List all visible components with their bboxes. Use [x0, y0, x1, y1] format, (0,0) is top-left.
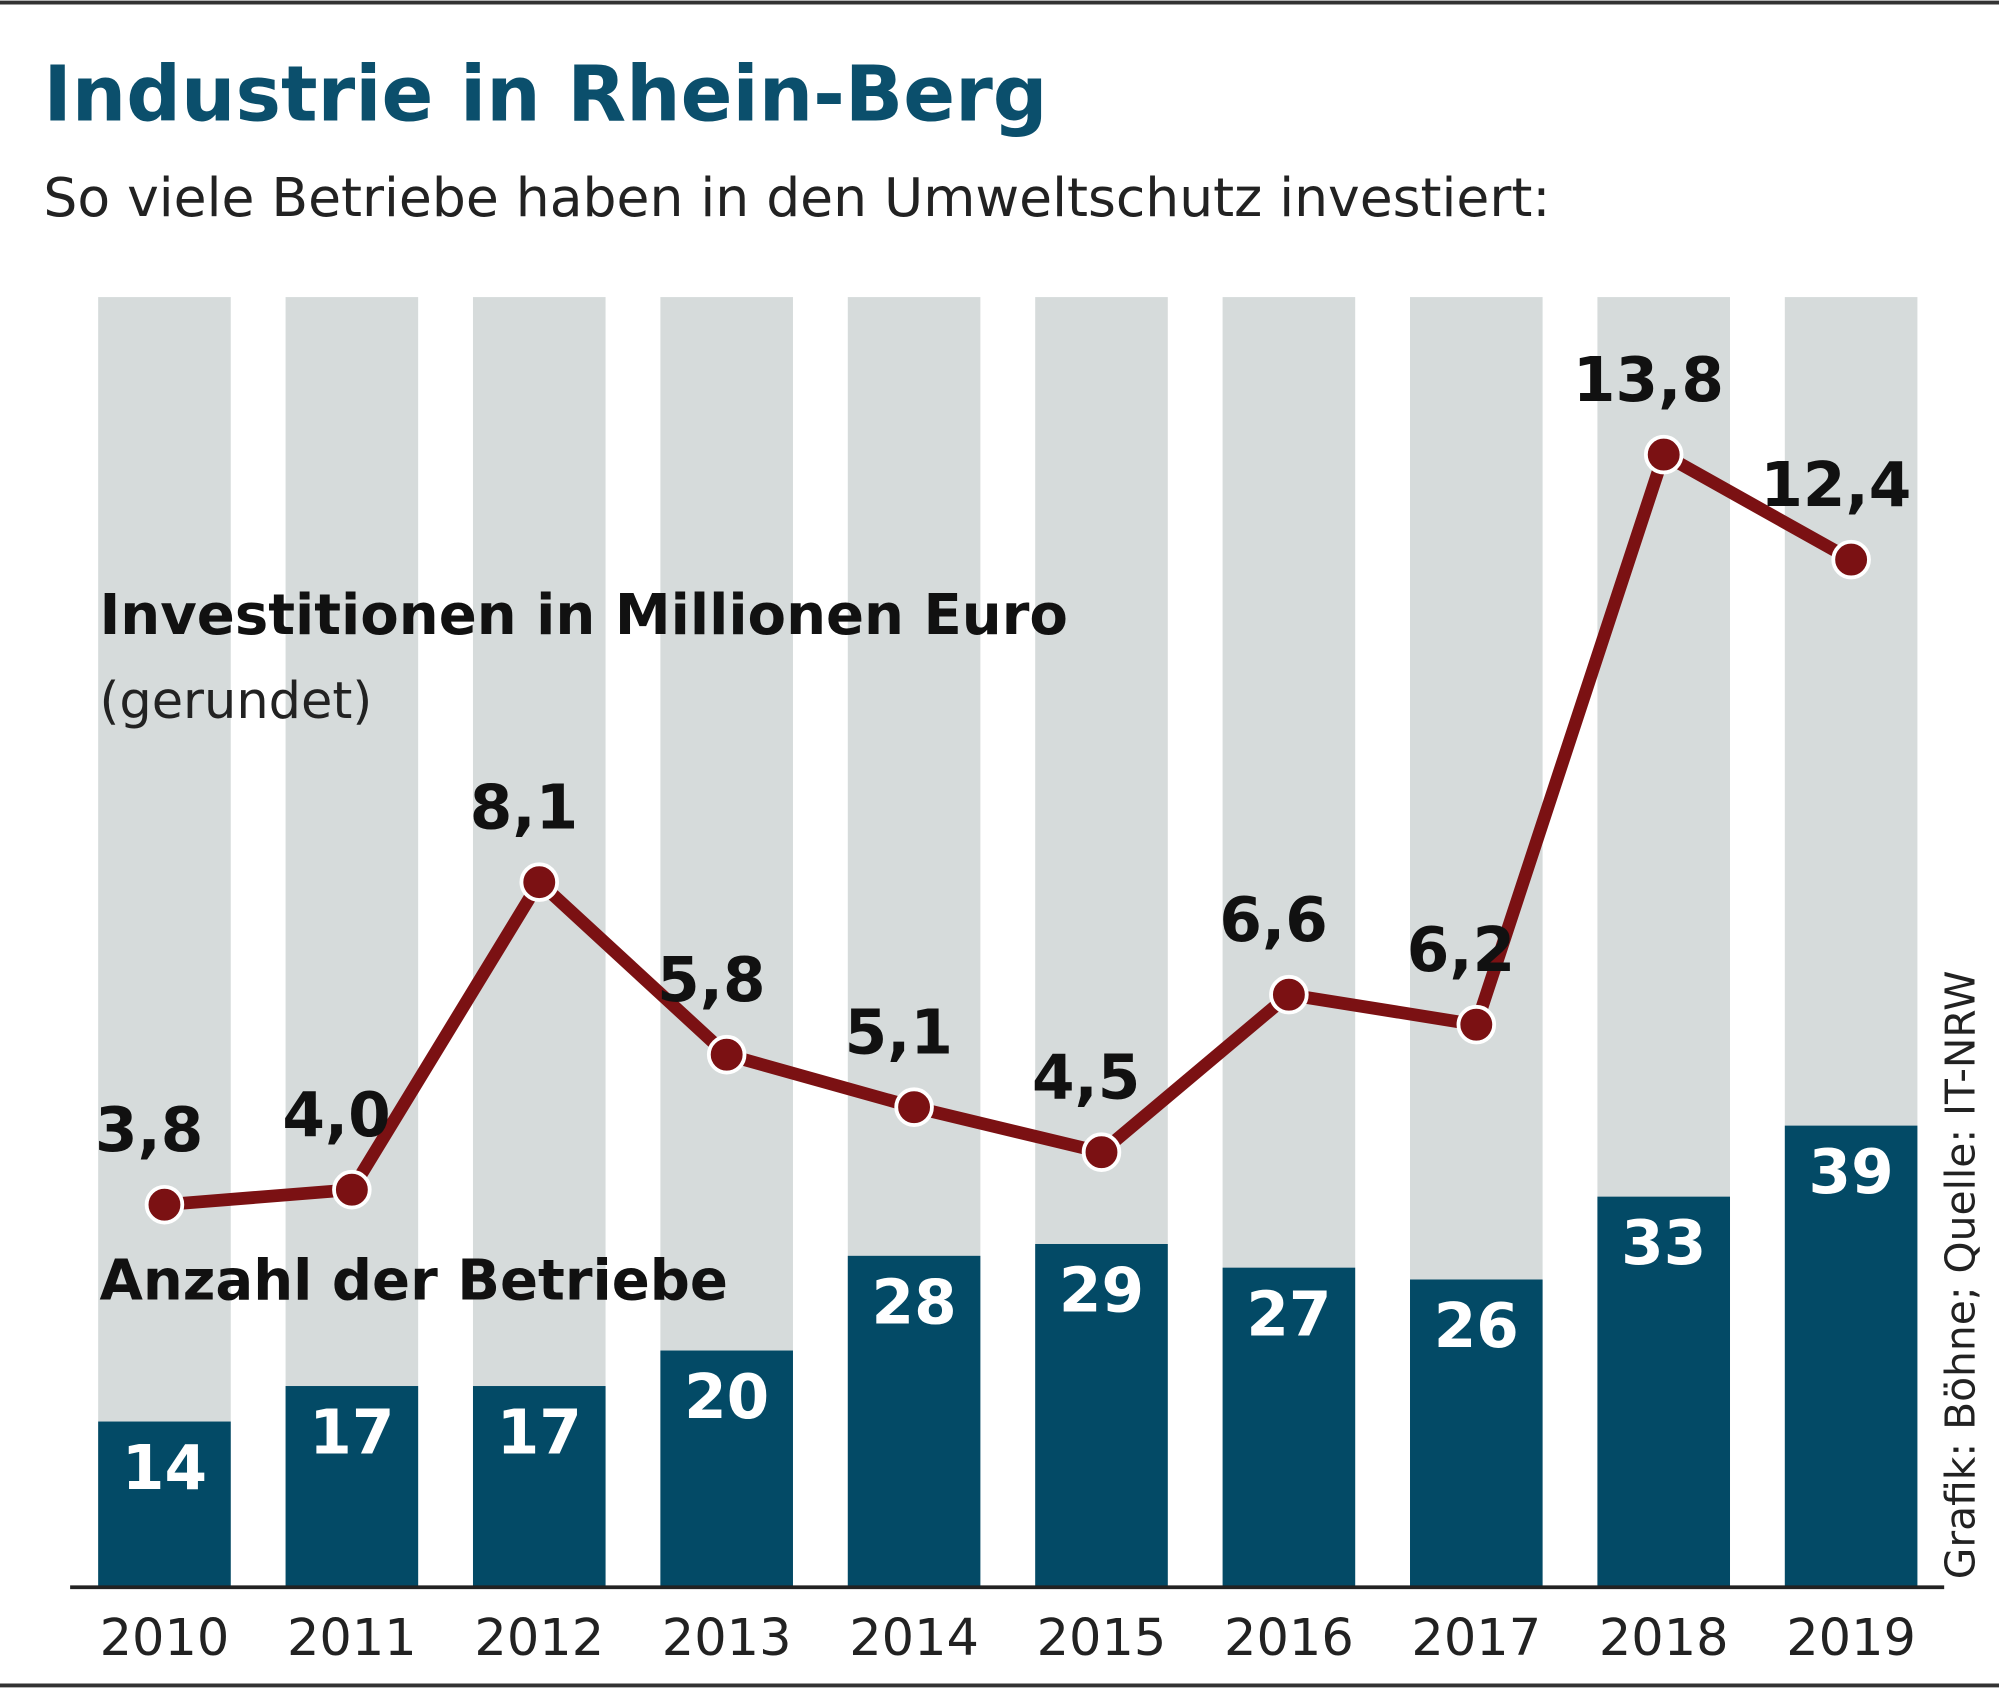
plot: 14 17 17 20 28 29 27 26 33 39 3,8 4,0 8,1 5,8 5,1 4,5 6,… — [95, 297, 1918, 1588]
bar-value-label: 17 — [497, 1398, 582, 1469]
bar — [660, 1350, 793, 1588]
line-value-label: 4,5 — [1032, 1043, 1140, 1114]
bar — [1410, 1279, 1543, 1588]
bar-value-label: 39 — [1809, 1137, 1894, 1208]
line-marker — [1831, 539, 1871, 580]
series-note: (gerundet) — [99, 672, 372, 731]
bar — [98, 1421, 231, 1588]
line-marker — [332, 1169, 372, 1210]
line-value-label: 8,1 — [470, 773, 578, 844]
series-label: Anzahl der Betriebe — [99, 1248, 727, 1313]
bar — [1597, 1196, 1731, 1588]
source-note: Grafik: Böhne; Quelle: IT-NRW — [1936, 971, 1984, 1580]
bar-value-label: 26 — [1434, 1291, 1519, 1362]
x-tick-label: 2018 — [1599, 1609, 1729, 1668]
bar-value-label: 14 — [122, 1433, 207, 1504]
series-label: Investitionen in Millionen Euro — [99, 583, 1067, 648]
x-tick-label: 2012 — [474, 1609, 604, 1668]
bar — [1035, 1243, 1168, 1588]
x-tick-label: 2016 — [1224, 1609, 1354, 1668]
x-tick-label: 2019 — [1786, 1609, 1916, 1668]
bar-value-label: 29 — [1059, 1256, 1144, 1327]
bar — [285, 1386, 419, 1588]
line-marker — [1269, 974, 1309, 1015]
x-tick-label: 2010 — [100, 1609, 230, 1668]
x-tick-label: 2013 — [662, 1609, 792, 1668]
bar-value-label: 17 — [309, 1398, 394, 1469]
line-value-label: 5,8 — [657, 945, 765, 1016]
line-value-label: 3,8 — [95, 1095, 203, 1166]
bar-value-label: 20 — [684, 1362, 769, 1433]
line-marker — [519, 862, 560, 902]
line-value-label: 6,2 — [1407, 915, 1515, 986]
line-marker — [706, 1034, 747, 1075]
chart-subtitle: So viele Betriebe haben in den Umweltsch… — [43, 166, 1550, 229]
line-value-label: 5,1 — [845, 998, 953, 1069]
line-marker — [1081, 1132, 1122, 1172]
line-value-label: 4,0 — [282, 1080, 390, 1151]
x-tick-label: 2017 — [1411, 1609, 1541, 1668]
bar — [847, 1255, 981, 1588]
x-tick-label: 2015 — [1037, 1609, 1167, 1668]
line-marker — [1456, 1004, 1497, 1045]
line-value-label: 6,6 — [1219, 885, 1327, 956]
line — [163, 448, 1855, 1212]
bar-background — [285, 297, 419, 1588]
bar-background — [98, 297, 231, 1588]
x-tick-label: 2014 — [849, 1609, 979, 1668]
line-value-label: 12,4 — [1760, 450, 1911, 521]
x-tick-label: 2011 — [287, 1609, 417, 1668]
line-value-label: 13,8 — [1573, 345, 1724, 416]
bar-value-label: 27 — [1246, 1279, 1331, 1350]
chart-title: Industrie in Rhein-Berg — [43, 50, 1047, 139]
bar — [1222, 1267, 1356, 1588]
bar-value-label: 33 — [1621, 1208, 1706, 1279]
line-marker — [144, 1184, 185, 1225]
bar — [1784, 1125, 1918, 1588]
line-marker — [894, 1087, 934, 1127]
bar-background — [472, 297, 606, 1588]
bar — [472, 1386, 606, 1588]
bar-value-label: 28 — [872, 1267, 957, 1338]
line-marker — [1643, 434, 1684, 475]
